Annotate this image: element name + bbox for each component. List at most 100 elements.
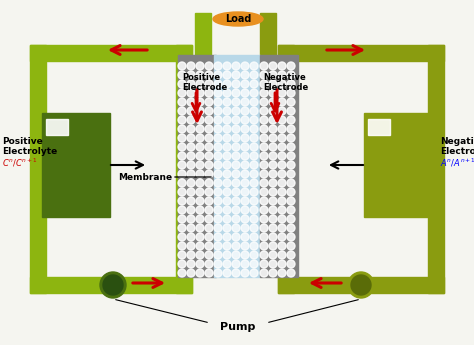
Ellipse shape [269, 80, 277, 88]
Ellipse shape [278, 80, 286, 88]
Ellipse shape [232, 89, 240, 97]
Ellipse shape [205, 161, 213, 169]
Bar [176, 45, 192, 293]
Ellipse shape [287, 134, 295, 142]
Ellipse shape [213, 12, 263, 26]
Bar [214, 55, 260, 277]
Ellipse shape [260, 233, 268, 241]
Ellipse shape [250, 143, 258, 151]
Ellipse shape [223, 206, 231, 214]
Ellipse shape [278, 233, 286, 241]
Ellipse shape [269, 89, 277, 97]
Ellipse shape [214, 134, 222, 142]
Ellipse shape [214, 242, 222, 250]
Ellipse shape [178, 260, 186, 268]
Ellipse shape [196, 152, 204, 160]
Ellipse shape [269, 107, 277, 115]
Ellipse shape [241, 98, 249, 106]
Ellipse shape [178, 98, 186, 106]
Ellipse shape [250, 107, 258, 115]
Ellipse shape [232, 134, 240, 142]
Ellipse shape [269, 125, 277, 133]
Ellipse shape [205, 80, 213, 88]
Ellipse shape [269, 206, 277, 214]
Ellipse shape [269, 62, 277, 70]
Ellipse shape [223, 179, 231, 187]
Ellipse shape [205, 170, 213, 178]
Ellipse shape [214, 215, 222, 223]
Ellipse shape [287, 161, 295, 169]
Ellipse shape [205, 71, 213, 79]
Bar [368, 119, 390, 135]
Ellipse shape [214, 161, 222, 169]
Ellipse shape [269, 188, 277, 196]
Ellipse shape [223, 242, 231, 250]
Ellipse shape [205, 89, 213, 97]
Ellipse shape [278, 260, 286, 268]
Bar [46, 119, 68, 135]
Ellipse shape [187, 116, 195, 124]
Ellipse shape [287, 98, 295, 106]
Ellipse shape [232, 224, 240, 232]
Ellipse shape [260, 161, 268, 169]
Ellipse shape [178, 233, 186, 241]
Ellipse shape [187, 80, 195, 88]
Ellipse shape [214, 260, 222, 268]
Ellipse shape [241, 62, 249, 70]
Ellipse shape [241, 125, 249, 133]
Ellipse shape [214, 170, 222, 178]
Ellipse shape [214, 206, 222, 214]
Ellipse shape [278, 71, 286, 79]
Ellipse shape [278, 224, 286, 232]
Ellipse shape [232, 152, 240, 160]
Ellipse shape [269, 143, 277, 151]
Ellipse shape [287, 80, 295, 88]
Ellipse shape [178, 107, 186, 115]
Ellipse shape [260, 143, 268, 151]
Ellipse shape [278, 251, 286, 259]
Ellipse shape [241, 188, 249, 196]
Ellipse shape [278, 197, 286, 205]
Ellipse shape [214, 89, 222, 97]
Ellipse shape [232, 179, 240, 187]
Ellipse shape [232, 242, 240, 250]
Ellipse shape [287, 71, 295, 79]
Ellipse shape [250, 233, 258, 241]
Ellipse shape [187, 161, 195, 169]
Ellipse shape [269, 260, 277, 268]
Ellipse shape [269, 152, 277, 160]
Ellipse shape [205, 98, 213, 106]
Ellipse shape [223, 188, 231, 196]
Ellipse shape [214, 80, 222, 88]
Ellipse shape [214, 251, 222, 259]
Ellipse shape [287, 224, 295, 232]
Ellipse shape [187, 260, 195, 268]
Ellipse shape [223, 89, 231, 97]
Ellipse shape [196, 179, 204, 187]
Ellipse shape [260, 134, 268, 142]
Ellipse shape [269, 242, 277, 250]
Ellipse shape [241, 260, 249, 268]
Ellipse shape [250, 242, 258, 250]
Ellipse shape [205, 107, 213, 115]
Ellipse shape [205, 242, 213, 250]
Ellipse shape [205, 233, 213, 241]
Text: Negative
Electrode: Negative Electrode [263, 73, 308, 92]
Ellipse shape [178, 242, 186, 250]
Ellipse shape [187, 98, 195, 106]
Ellipse shape [187, 233, 195, 241]
Ellipse shape [223, 134, 231, 142]
Ellipse shape [187, 251, 195, 259]
Text: $C^n/C^{n+1}$: $C^n/C^{n+1}$ [2, 157, 38, 169]
Bar [278, 45, 294, 293]
Ellipse shape [214, 125, 222, 133]
Ellipse shape [287, 62, 295, 70]
Ellipse shape [260, 188, 268, 196]
Ellipse shape [287, 116, 295, 124]
Ellipse shape [232, 116, 240, 124]
Ellipse shape [287, 242, 295, 250]
Ellipse shape [260, 242, 268, 250]
Ellipse shape [260, 98, 268, 106]
Ellipse shape [269, 233, 277, 241]
Ellipse shape [278, 98, 286, 106]
